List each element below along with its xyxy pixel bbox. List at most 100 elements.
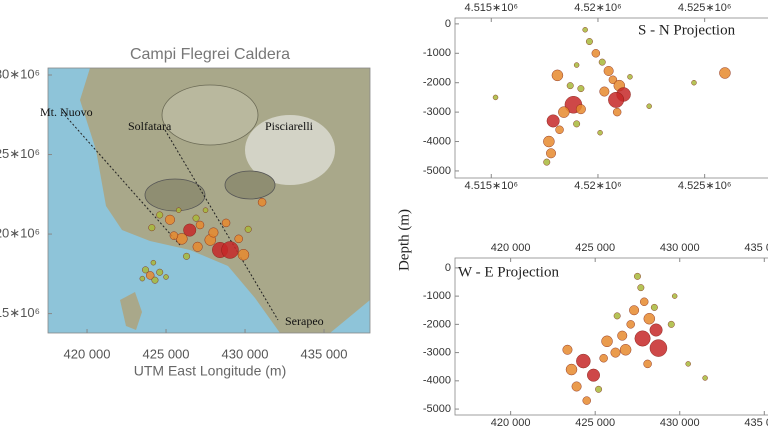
x-tick-label: 430 000 bbox=[660, 242, 700, 254]
projection-label: W - E Projection bbox=[458, 264, 559, 280]
annotation: Serapeo bbox=[285, 314, 324, 328]
event bbox=[612, 107, 622, 117]
y-axis-title: Depth (m) bbox=[396, 209, 412, 271]
event bbox=[649, 339, 668, 357]
y-tick-label: 0 bbox=[445, 18, 451, 30]
x-tick-label: 4.525∗10⁶ bbox=[678, 2, 732, 14]
plot-frame bbox=[454, 17, 768, 179]
event bbox=[595, 385, 603, 393]
event bbox=[156, 211, 164, 219]
event bbox=[151, 276, 159, 284]
event bbox=[643, 359, 652, 369]
event bbox=[492, 94, 499, 101]
event bbox=[562, 344, 573, 355]
projection-label: S - N Projection bbox=[638, 22, 736, 38]
event bbox=[221, 241, 239, 259]
event bbox=[585, 38, 593, 45]
profile-line bbox=[61, 111, 181, 246]
event bbox=[608, 91, 625, 108]
crater bbox=[144, 178, 206, 212]
event bbox=[565, 363, 578, 376]
y-tick-label: 4.530∗10⁶ bbox=[0, 66, 40, 81]
relief-highlight bbox=[245, 115, 335, 185]
event bbox=[576, 353, 591, 369]
event bbox=[183, 252, 191, 260]
y-tick-label: -2000 bbox=[423, 318, 451, 330]
event bbox=[617, 330, 628, 341]
event bbox=[551, 69, 564, 82]
event bbox=[619, 344, 632, 356]
x-tick-label: 4.515∗10⁶ bbox=[465, 180, 519, 192]
event bbox=[208, 227, 219, 238]
annotation: Pisciarelli bbox=[265, 119, 314, 133]
event bbox=[671, 293, 678, 299]
event bbox=[234, 234, 243, 244]
y-tick-label: 4.515∗10⁶ bbox=[0, 305, 40, 320]
x-tick-label: 435 000 bbox=[744, 242, 768, 254]
event bbox=[192, 214, 200, 222]
event bbox=[591, 49, 601, 58]
event bbox=[555, 125, 564, 134]
y-tick-label: -5000 bbox=[423, 403, 451, 415]
event bbox=[571, 381, 582, 392]
event bbox=[599, 354, 608, 363]
map-title: Campi Flegrei Caldera bbox=[130, 46, 290, 63]
y-tick-label: -5000 bbox=[423, 165, 451, 177]
event bbox=[202, 207, 209, 213]
x-tick-label: 430 000 bbox=[222, 346, 269, 361]
event bbox=[643, 313, 656, 325]
x-tick-label: 435 000 bbox=[744, 417, 768, 429]
event bbox=[543, 135, 555, 148]
event bbox=[195, 220, 205, 230]
event bbox=[702, 375, 708, 381]
event bbox=[667, 320, 675, 328]
y-tick-label: -3000 bbox=[423, 347, 451, 359]
event bbox=[646, 103, 652, 109]
event bbox=[640, 297, 649, 306]
event bbox=[183, 223, 197, 237]
x-axis-title: UTM East Longitude (m) bbox=[134, 363, 287, 379]
event bbox=[587, 368, 600, 382]
event bbox=[566, 82, 574, 90]
event bbox=[146, 271, 155, 280]
event bbox=[627, 74, 633, 80]
event bbox=[719, 67, 731, 79]
x-tick-label: 435 000 bbox=[301, 346, 348, 361]
x-tick-label: 425 000 bbox=[143, 346, 190, 361]
annotation: Mt. Nuovo bbox=[40, 105, 93, 119]
y-tick-label: -4000 bbox=[423, 135, 451, 147]
y-tick-label: 4.520∗10⁶ bbox=[0, 225, 40, 240]
y-tick-label: -1000 bbox=[423, 290, 451, 302]
x-tick-label: 420 000 bbox=[491, 417, 531, 429]
event bbox=[573, 120, 581, 128]
plot-frame bbox=[47, 67, 371, 334]
x-tick-label: 425 000 bbox=[575, 242, 615, 254]
event bbox=[603, 65, 614, 76]
event bbox=[175, 207, 182, 213]
event bbox=[192, 241, 203, 252]
y-tick-label: -3000 bbox=[423, 106, 451, 118]
event bbox=[139, 275, 146, 282]
event bbox=[169, 231, 179, 240]
event bbox=[650, 303, 658, 311]
event bbox=[629, 305, 640, 316]
crater bbox=[224, 170, 276, 200]
event bbox=[649, 323, 663, 337]
event bbox=[608, 75, 618, 84]
event bbox=[575, 104, 586, 115]
event bbox=[546, 148, 556, 159]
event bbox=[610, 347, 621, 358]
event bbox=[613, 312, 621, 320]
x-tick-label: 420 000 bbox=[491, 242, 531, 254]
map-background bbox=[48, 68, 370, 333]
event bbox=[237, 249, 250, 261]
x-tick-label: 420 000 bbox=[64, 346, 111, 361]
land-peninsula bbox=[120, 292, 142, 330]
x-tick-label: 4.515∗10⁶ bbox=[465, 2, 519, 14]
x-tick-label: 4.525∗10⁶ bbox=[678, 180, 732, 192]
event bbox=[558, 106, 570, 118]
y-tick-label: -2000 bbox=[423, 77, 451, 89]
event bbox=[685, 361, 691, 367]
event bbox=[634, 330, 651, 347]
